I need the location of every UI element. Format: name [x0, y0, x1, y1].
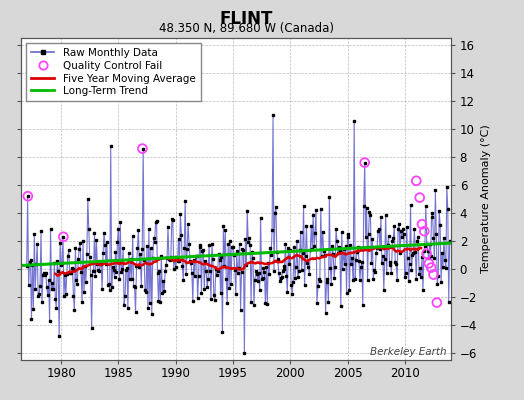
Point [412, 178, 420, 184]
Point [59, 234, 68, 240]
Point [427, 264, 435, 271]
Point [361, 160, 369, 166]
Point [433, 299, 441, 306]
Point [24, 193, 32, 199]
Point [429, 271, 438, 278]
Legend: Raw Monthly Data, Quality Control Fail, Five Year Moving Average, Long-Term Tren: Raw Monthly Data, Quality Control Fail, … [26, 43, 201, 102]
Text: Berkeley Earth: Berkeley Earth [370, 347, 446, 357]
Point [422, 250, 431, 257]
Point [138, 146, 147, 152]
Text: FLINT: FLINT [220, 10, 273, 28]
Point [424, 260, 433, 267]
Point [418, 221, 426, 227]
Point [416, 194, 424, 201]
Text: 48.350 N, 89.680 W (Canada): 48.350 N, 89.680 W (Canada) [159, 22, 334, 35]
Point [420, 228, 429, 234]
Y-axis label: Temperature Anomaly (°C): Temperature Anomaly (°C) [481, 125, 491, 273]
